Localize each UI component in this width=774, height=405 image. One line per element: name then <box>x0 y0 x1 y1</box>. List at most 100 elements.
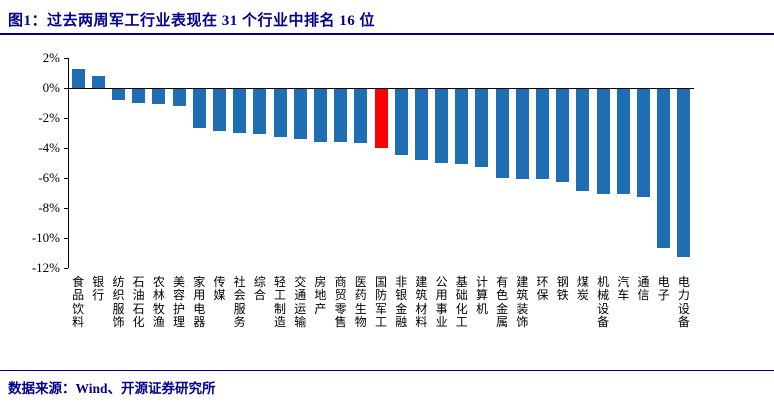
x-axis-label: 社会服务 <box>230 275 250 330</box>
zero-baseline <box>68 88 694 89</box>
x-axis-label: 交通运输 <box>290 275 310 330</box>
x-axis-label-text: 机械设备 <box>597 275 610 330</box>
x-axis-label-text: 美容护理 <box>173 275 186 330</box>
bar <box>414 89 428 160</box>
x-axis-label: 传媒 <box>209 275 229 303</box>
x-axis-label-text: 建筑装饰 <box>516 275 529 330</box>
x-axis-label-text: 医药生物 <box>354 275 367 330</box>
bar-highlight <box>374 89 388 148</box>
bar <box>455 89 469 164</box>
x-axis-label: 基础化工 <box>452 275 472 330</box>
x-axis-label-text: 基础化工 <box>455 275 468 330</box>
bar <box>71 68 85 88</box>
x-axis-label-text: 钢铁 <box>556 275 569 303</box>
bar <box>495 89 509 178</box>
bar-chart: 2% 0% -2% -4% -6% -8% -10% -12% 食品饮料 银行 纺织服饰 石油石化 农林… <box>0 50 774 370</box>
y-tick-label: 2% <box>42 50 60 65</box>
data-source: 数据来源：Wind、开源证券研究所 <box>8 381 216 396</box>
x-axis-label-text: 纺织服饰 <box>112 275 125 330</box>
x-axis-label-text: 电力设备 <box>677 275 690 330</box>
x-axis-label: 煤炭 <box>573 275 593 303</box>
bar <box>132 89 146 103</box>
bar <box>576 89 590 191</box>
x-axis-label: 钢铁 <box>553 275 573 303</box>
bar <box>172 89 186 106</box>
x-axis-label-text: 家用电器 <box>193 275 206 330</box>
y-tick-mark <box>64 208 68 209</box>
x-axis-label-text: 有色金属 <box>496 275 509 330</box>
bar <box>354 89 368 143</box>
x-axis-label: 美容护理 <box>169 275 189 330</box>
figure-title: 图1：过去两周军工行业表现在 31 个行业中排名 16 位 <box>8 13 376 29</box>
x-axis-label-text: 传媒 <box>213 275 226 303</box>
bar <box>677 89 691 257</box>
x-axis-label-text: 建筑材料 <box>415 275 428 330</box>
x-axis-label: 公用事业 <box>431 275 451 330</box>
x-axis-label-text: 商贸零售 <box>334 275 347 330</box>
x-axis-label: 商贸零售 <box>331 275 351 330</box>
bar <box>596 89 610 194</box>
y-tick-mark <box>64 268 68 269</box>
x-axis-label: 纺织服饰 <box>108 275 128 330</box>
x-axis-label-text: 农林牧渔 <box>152 275 165 330</box>
x-axis-label: 建筑装饰 <box>512 275 532 330</box>
y-tick-mark <box>64 148 68 149</box>
x-axis-label-text: 电子 <box>657 275 670 303</box>
x-axis-label-text: 综合 <box>253 275 266 303</box>
x-axis-label: 通信 <box>633 275 653 303</box>
y-tick-label: -10% <box>31 230 60 245</box>
y-tick-label: -2% <box>38 110 60 125</box>
y-tick-mark <box>64 178 68 179</box>
bar <box>515 89 529 179</box>
bar <box>536 89 550 179</box>
x-axis-label: 农林牧渔 <box>149 275 169 330</box>
x-axis-label: 银行 <box>88 275 108 303</box>
title-divider <box>0 33 774 35</box>
x-axis-label-text: 煤炭 <box>576 275 589 303</box>
bar <box>394 89 408 155</box>
x-axis-label-text: 环保 <box>536 275 549 303</box>
bar <box>293 89 307 139</box>
y-tick-label: -6% <box>38 170 60 185</box>
bar <box>556 89 570 182</box>
x-axis-label: 有色金属 <box>492 275 512 330</box>
x-axis-label-text: 公用事业 <box>435 275 448 330</box>
x-axis-label: 轻工制造 <box>270 275 290 330</box>
x-axis-label-text: 社会服务 <box>233 275 246 330</box>
x-axis-label-text: 通信 <box>637 275 650 303</box>
x-axis-label: 汽车 <box>613 275 633 303</box>
x-axis-label: 医药生物 <box>351 275 371 330</box>
x-axis-label: 房地产 <box>310 275 330 316</box>
x-axis-label: 食品饮料 <box>68 275 88 330</box>
y-tick-mark <box>64 88 68 89</box>
x-axis-label: 国防军工 <box>371 275 391 330</box>
x-axis-label-text: 国防军工 <box>374 275 387 330</box>
bar <box>313 89 327 142</box>
x-axis-label: 家用电器 <box>189 275 209 330</box>
x-axis-label-text: 房地产 <box>314 275 327 316</box>
y-axis-line <box>68 58 69 268</box>
bar <box>253 89 267 134</box>
bar <box>334 89 348 142</box>
bar <box>91 76 105 88</box>
footer-divider <box>0 370 774 371</box>
bar <box>657 89 671 248</box>
bar <box>111 89 125 100</box>
bar <box>212 89 226 131</box>
x-axis-label-text: 石油石化 <box>132 275 145 330</box>
bar <box>273 89 287 137</box>
x-axis-label: 综合 <box>250 275 270 303</box>
bar <box>475 89 489 167</box>
bar <box>616 89 630 194</box>
y-tick-mark <box>64 58 68 59</box>
x-axis-label: 计算机 <box>472 275 492 316</box>
x-axis-label: 石油石化 <box>129 275 149 330</box>
x-axis-label-text: 银行 <box>92 275 105 303</box>
y-tick-mark <box>64 118 68 119</box>
y-tick-mark <box>64 238 68 239</box>
bar <box>233 89 247 133</box>
bar <box>152 89 166 104</box>
x-axis-label: 建筑材料 <box>411 275 431 330</box>
x-axis-label-text: 交通运输 <box>294 275 307 330</box>
